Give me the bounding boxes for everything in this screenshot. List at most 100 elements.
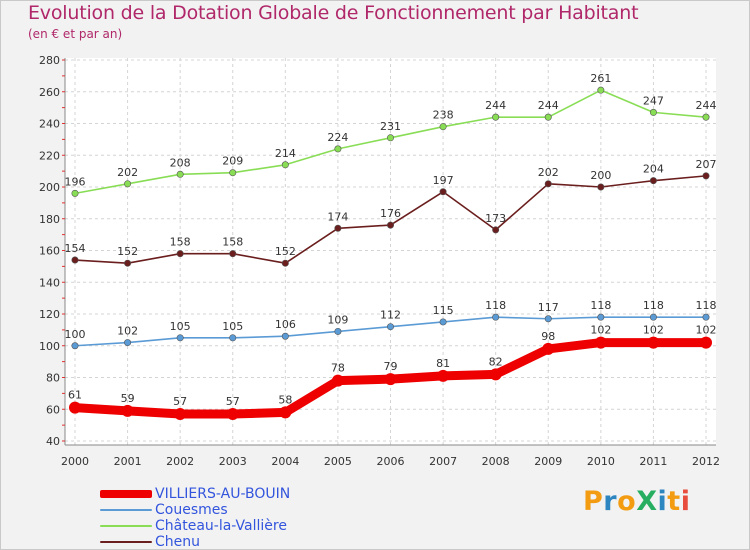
y-tick-label: 80 [46, 372, 60, 385]
data-point-chateau-la-valliere [334, 145, 342, 153]
data-label-couesmes: 105 [170, 320, 191, 333]
legend-label: Couesmes [155, 502, 228, 518]
data-point-couesmes [281, 332, 289, 340]
data-label-couesmes: 118 [590, 299, 611, 312]
y-tick-label: 220 [39, 149, 60, 162]
data-point-villiers-au-bouin [226, 408, 239, 421]
data-label-chenu: 204 [643, 163, 664, 176]
data-label-villiers-au-bouin: 57 [226, 395, 240, 408]
y-tick-label: 240 [39, 118, 60, 131]
x-tick-label: 2004 [271, 455, 299, 468]
data-label-chenu: 158 [222, 236, 243, 249]
data-label-villiers-au-bouin: 82 [489, 355, 503, 368]
data-point-couesmes [176, 334, 184, 342]
data-label-couesmes: 109 [327, 313, 348, 326]
logo-letter: X [636, 486, 658, 517]
data-label-chenu: 154 [65, 242, 86, 255]
data-label-villiers-au-bouin: 61 [68, 389, 82, 402]
data-label-chateau-la-valliere: 224 [327, 131, 348, 144]
x-tick-label: 2008 [482, 455, 510, 468]
data-label-chateau-la-valliere: 244 [538, 99, 559, 112]
data-point-couesmes [71, 342, 79, 350]
logo-letter: t [667, 486, 681, 517]
x-tick-label: 2009 [534, 455, 562, 468]
x-tick-label: 2010 [587, 455, 615, 468]
data-label-villiers-au-bouin: 78 [331, 362, 345, 375]
data-point-couesmes [334, 327, 342, 335]
x-tick-label: 2011 [639, 455, 667, 468]
data-point-chenu [597, 183, 605, 191]
data-point-chenu [229, 250, 237, 258]
data-label-chateau-la-valliere: 209 [222, 155, 243, 168]
legend-label: Château-la-Vallière [155, 518, 287, 534]
data-label-chateau-la-valliere: 261 [590, 72, 611, 85]
y-tick-label: 200 [39, 181, 60, 194]
data-point-villiers-au-bouin [542, 342, 555, 355]
data-label-villiers-au-bouin: 102 [696, 324, 717, 337]
data-point-chenu [386, 221, 394, 229]
data-point-villiers-au-bouin [69, 401, 81, 414]
logo-letter: i [680, 486, 691, 517]
logo-letter: i [657, 486, 668, 517]
x-tick-label: 2003 [219, 455, 247, 468]
legend-swatch [100, 509, 152, 511]
x-tick-label: 2007 [429, 455, 457, 468]
data-point-chenu [334, 224, 342, 232]
data-label-chateau-la-valliere: 231 [380, 120, 401, 133]
x-tick-label: 2000 [61, 455, 89, 468]
data-label-couesmes: 102 [117, 325, 138, 338]
data-point-chateau-la-valliere [386, 134, 394, 142]
legend-swatch [100, 541, 152, 543]
data-label-couesmes: 105 [222, 320, 243, 333]
data-label-couesmes: 100 [65, 328, 86, 341]
data-point-couesmes [544, 315, 552, 323]
data-label-chenu: 174 [327, 210, 348, 223]
data-label-chateau-la-valliere: 244 [696, 99, 717, 112]
data-label-chenu: 158 [170, 236, 191, 249]
data-label-couesmes: 112 [380, 309, 401, 322]
data-label-chenu: 197 [433, 174, 454, 187]
data-point-chateau-la-valliere [71, 189, 79, 197]
data-point-chenu [649, 177, 657, 185]
data-point-couesmes [492, 313, 500, 321]
data-point-villiers-au-bouin [489, 368, 502, 381]
data-point-couesmes [229, 334, 237, 342]
data-label-villiers-au-bouin: 59 [121, 392, 135, 405]
x-tick-label: 2005 [324, 455, 352, 468]
legend-swatch [100, 490, 152, 498]
x-tick-label: 2006 [377, 455, 405, 468]
logo-letter: r [603, 486, 618, 517]
data-point-chenu [544, 180, 552, 188]
x-tick-label: 2001 [114, 455, 142, 468]
y-tick-label: 280 [39, 54, 60, 67]
data-point-villiers-au-bouin [594, 336, 607, 349]
y-tick-label: 180 [39, 213, 60, 226]
data-point-chenu [702, 172, 710, 180]
data-point-chateau-la-valliere [229, 169, 237, 177]
data-point-chateau-la-valliere [649, 108, 657, 116]
proxiti-logo: ProXiti [583, 486, 690, 517]
y-tick-label: 60 [46, 403, 60, 416]
data-point-chateau-la-valliere [544, 113, 552, 121]
data-point-chenu [71, 256, 79, 264]
logo-letter: P [583, 486, 604, 517]
data-label-couesmes: 115 [433, 304, 454, 317]
data-point-villiers-au-bouin [174, 408, 187, 421]
data-point-chateau-la-valliere [597, 86, 605, 94]
y-tick-label: 140 [39, 276, 60, 289]
data-label-chateau-la-valliere: 208 [170, 156, 191, 169]
data-point-couesmes [386, 323, 394, 331]
data-point-villiers-au-bouin [647, 336, 660, 349]
data-point-chateau-la-valliere [176, 170, 184, 178]
data-point-chenu [124, 259, 132, 267]
x-tick-label: 2002 [166, 455, 194, 468]
data-point-couesmes [702, 313, 710, 321]
data-label-couesmes: 118 [696, 299, 717, 312]
data-label-chenu: 152 [117, 245, 138, 258]
data-label-chateau-la-valliere: 196 [65, 175, 86, 188]
data-label-chenu: 176 [380, 207, 401, 220]
y-tick-label: 260 [39, 86, 60, 99]
y-tick-label: 120 [39, 308, 60, 321]
data-point-couesmes [124, 339, 132, 347]
